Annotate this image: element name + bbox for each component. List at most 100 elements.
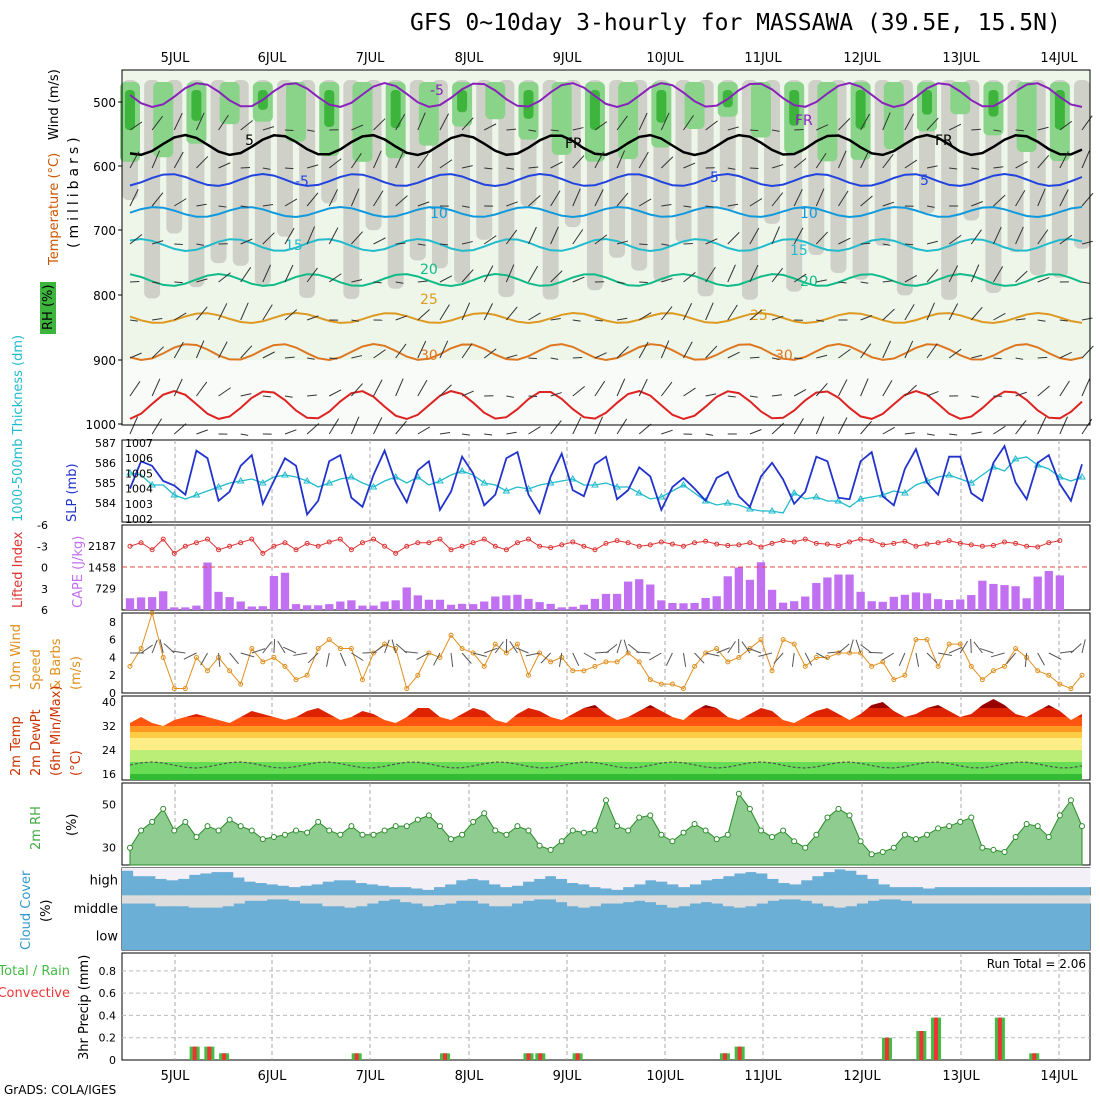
wind-speed-marker	[990, 668, 996, 674]
wind-speed-marker	[404, 686, 410, 692]
lifted-index-marker	[880, 542, 886, 548]
wind-barb	[971, 395, 979, 398]
wind-barb	[882, 201, 895, 207]
cloud-gap	[778, 868, 791, 884]
cape-bar	[911, 592, 921, 610]
cape-bar	[247, 606, 256, 610]
wind-barb	[971, 167, 980, 170]
pressure-tick-label: 600	[93, 160, 116, 174]
wind-speed-marker	[725, 659, 731, 665]
rh-marker	[1067, 797, 1074, 804]
cloud-gap	[845, 868, 857, 871]
rh-shade	[153, 82, 174, 158]
wind-barb	[727, 641, 736, 654]
wind-barb	[660, 381, 673, 397]
wind-speed-marker	[692, 663, 698, 669]
cloud-gap	[500, 868, 512, 888]
lifted-index-marker	[216, 547, 222, 553]
cape-tick-label: 1458	[88, 561, 116, 574]
wind-barb	[882, 153, 894, 169]
thickness-marker	[369, 483, 378, 490]
wind-barb	[273, 638, 276, 654]
wind-barb	[550, 318, 561, 321]
rh-marker	[625, 827, 632, 834]
date-label-top: 10JUL	[646, 51, 684, 66]
wind-barb	[484, 433, 493, 436]
wind-barb	[727, 351, 740, 359]
wind-speed-marker	[603, 659, 609, 665]
cloud-gap	[122, 895, 134, 904]
wind-barb	[705, 302, 714, 321]
cloud-gap	[1045, 868, 1058, 888]
wind-barb	[350, 153, 362, 169]
rh-marker	[835, 805, 842, 812]
wind-barb	[173, 378, 183, 397]
wind-barb	[705, 393, 717, 397]
rh-marker	[968, 814, 975, 821]
lifted-index-marker	[714, 541, 720, 547]
lifted-index-axis-label: Lifted Index	[11, 531, 26, 608]
wind-barb	[439, 113, 450, 131]
wind-barb	[151, 240, 164, 245]
wind-barb	[558, 652, 563, 667]
wind-barb	[683, 387, 696, 397]
wind-barb	[838, 643, 850, 654]
wind-speed-marker	[913, 637, 919, 643]
wind-barb	[229, 652, 239, 665]
rh-marker	[691, 821, 698, 827]
cloud-gap	[711, 868, 724, 879]
temperature-contour-label: 5	[710, 170, 719, 186]
chart-title: GFS 0~10day 3-hourly for MASSAWA (39.5E,…	[410, 10, 1061, 36]
thickness-marker	[347, 473, 356, 480]
wind-speed-marker	[935, 663, 941, 669]
cloud-gap	[355, 895, 368, 907]
rh-marker	[138, 827, 145, 834]
rh-marker	[591, 827, 598, 834]
date-label-top: 11JUL	[744, 51, 782, 66]
lifted-index-marker	[570, 539, 576, 545]
wind-barb	[417, 201, 430, 207]
cape-bar	[756, 562, 766, 610]
rh-marker	[492, 827, 499, 834]
wind-barb	[1081, 345, 1094, 359]
lifted-index-marker	[1046, 540, 1052, 546]
wind-barb	[926, 343, 938, 359]
thickness-marker	[236, 477, 245, 484]
wind-barb	[1015, 419, 1027, 435]
wind-barb	[616, 639, 622, 654]
rh-marker	[127, 844, 133, 851]
wind-barb	[594, 151, 604, 169]
rh-tick-label: 50	[102, 799, 116, 812]
wind-barb	[616, 240, 629, 245]
thickness-marker	[192, 491, 201, 498]
cloud-gap	[589, 895, 601, 907]
rh-marker	[580, 829, 587, 836]
cloud-gap	[211, 868, 223, 873]
thickness-marker	[768, 507, 776, 514]
wind-barb	[373, 349, 386, 359]
cloud-gap	[956, 895, 969, 904]
cape-bar	[623, 581, 633, 610]
wind-barb	[505, 306, 518, 321]
thickness-marker	[679, 481, 688, 488]
wind-barb	[727, 395, 736, 398]
rh-marker	[669, 838, 676, 845]
cloud-gap	[678, 868, 690, 888]
wind-barb	[741, 641, 751, 654]
slp-tick-label: 1004	[125, 483, 153, 496]
wind-barb	[129, 121, 143, 131]
wind-barb	[240, 205, 249, 208]
cloud-gap	[300, 895, 312, 904]
lifted-index-marker	[171, 550, 177, 556]
rh-shade	[191, 90, 202, 121]
cloud-gap	[1023, 895, 1035, 904]
wind-speed-marker	[780, 637, 786, 643]
lifted-index-marker	[1024, 543, 1030, 549]
wind-barb	[515, 647, 529, 654]
rh-marker	[769, 833, 776, 840]
wind-barb	[1037, 319, 1046, 322]
wind-barb	[793, 273, 807, 283]
wind-barb	[661, 278, 673, 283]
wind-barb	[638, 198, 652, 207]
precip-bar-convective	[934, 1017, 939, 1060]
